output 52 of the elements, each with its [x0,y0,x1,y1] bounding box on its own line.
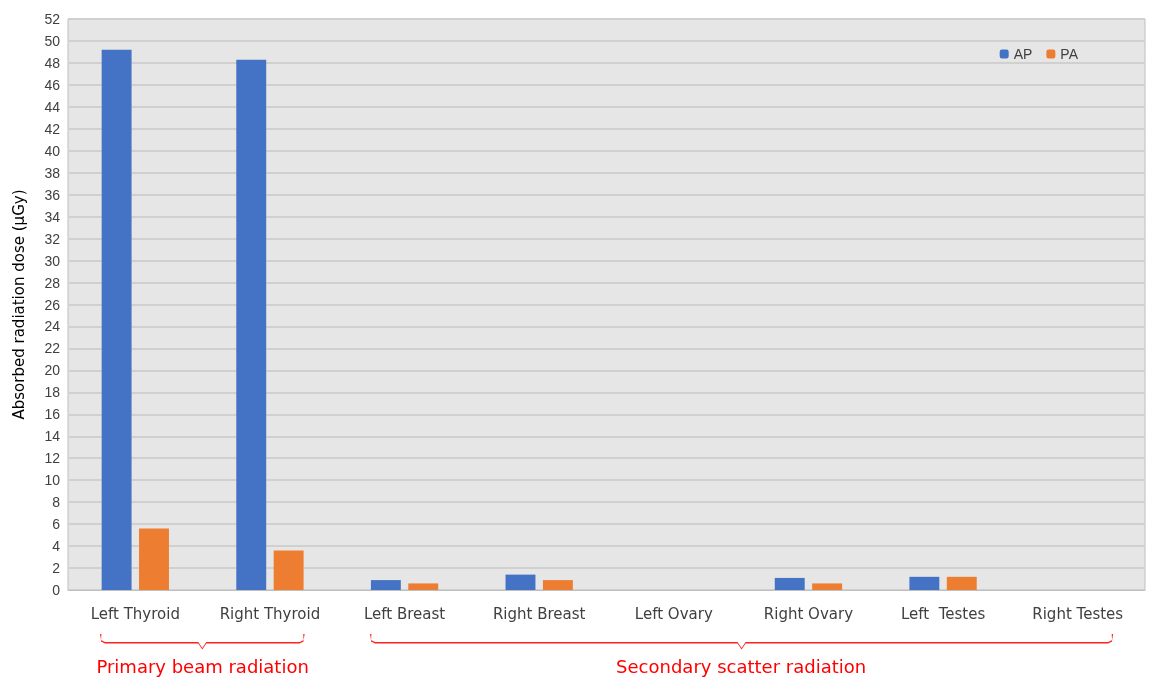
y-tick-label: 8 [52,494,61,511]
y-tick-label: 14 [44,428,61,445]
y-tick-label: 16 [44,406,61,423]
y-tick-label: 44 [44,98,61,115]
y-tick-label: 10 [44,472,61,489]
x-tick-label: Left Testes [900,604,986,623]
y-tick-label: 20 [44,362,61,379]
bar [101,49,132,590]
text: Primary beam radiation [95,656,310,678]
x-tick-label: Right Breast [492,604,586,623]
x-tick-label: Left Ovary [634,604,713,623]
legend-label: PA [1060,46,1079,62]
y-tick-label: 50 [44,32,61,49]
y-tick-label: 34 [44,208,61,225]
y-tick-label: 30 [44,252,61,269]
y-tick-label: 36 [44,186,61,203]
bar [236,59,267,590]
y-axis-title: Absorbed radiation dose (µGy) [9,189,28,420]
bar [946,576,977,590]
y-tick-label: 40 [44,142,61,159]
y-tick-label: 26 [44,296,61,313]
bar [408,583,439,590]
y-tick-label: 46 [44,76,61,93]
text: Secondary scatter radiation [615,656,868,678]
bar [139,528,169,590]
y-tick-label: 18 [44,384,61,401]
x-tick-label: Right Thyroid [219,604,321,623]
bar [812,583,843,590]
bar [774,577,805,590]
y-tick-label: 32 [44,230,61,247]
x-tick-label: Right Ovary [763,604,854,623]
y-tick-label: 52 [44,11,61,27]
bar [909,576,940,590]
y-tick-label: 6 [52,516,61,533]
y-tick-label: 4 [52,538,61,555]
y-tick-label: 48 [44,54,61,71]
y-tick-label: 0 [52,582,61,598]
bar [370,580,401,590]
x-tick-label: Right Testes [1032,604,1124,623]
y-tick-label: 42 [44,120,61,137]
y-tick-label: 28 [44,274,61,291]
bar [505,574,536,590]
legend-label: AP [1013,46,1033,62]
y-tick-label: 12 [44,450,61,467]
y-tick-label: 24 [44,318,61,335]
y-tick-label: 2 [52,560,61,577]
x-tick-label: Left Thyroid [90,604,180,623]
x-tick-label: Left Breast [363,604,446,623]
y-tick-label: 22 [44,340,61,357]
y-tick-label: 38 [44,164,61,181]
bar [273,550,304,590]
bar [542,580,573,590]
